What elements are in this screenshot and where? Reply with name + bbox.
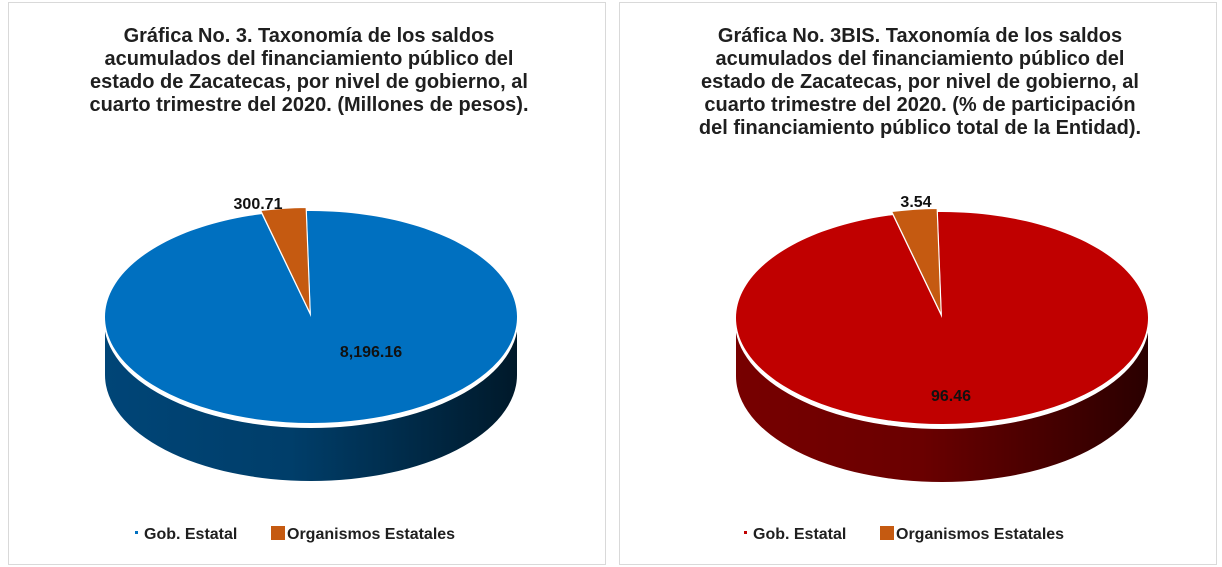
data-label-organismos-estatales: 3.54 (900, 194, 931, 211)
chart-title: Gráfica No. 3BIS. Taxonomía de los saldo… (698, 25, 1142, 139)
legend-item-organismos-estatales: Organismos Estatales (880, 525, 1064, 545)
pie-slice-organismos-estatales (891, 207, 942, 315)
legend-swatch-gob-estatal (744, 531, 747, 535)
chart-panel-1: Gráfica No. 3. Taxonomía de los saldos a… (8, 2, 606, 565)
legend-label: Gob. Estatal (144, 526, 238, 543)
pie-chart: 8,196.16 300.71 (104, 196, 518, 481)
legend-item-gob-estatal: Gob. Estatal (744, 525, 846, 545)
chart-title: Gráfica No. 3. Taxonomía de los saldos a… (89, 25, 529, 116)
legend-label: Organismos Estatales (287, 526, 456, 543)
pie-side (736, 318, 1148, 482)
legend: Gob. Estatal Organismos Estatales (620, 525, 1216, 549)
legend-item-gob-estatal: Gob. Estatal (135, 525, 237, 545)
pie-side (105, 317, 517, 481)
data-label-gob-estatal: 8,196.16 (340, 344, 402, 361)
pie-slice-gob-estatal (736, 211, 1148, 424)
pie-slice-organismos-estatales (260, 206, 311, 314)
data-label-gob-estatal: 96.46 (931, 388, 971, 405)
pie-chart: 96.46 3.54 (735, 194, 1149, 482)
pie-side-wall (736, 318, 1148, 482)
chart-panel-2: Gráfica No. 3BIS. Taxonomía de los saldo… (619, 2, 1217, 565)
pie-side-wall (105, 317, 517, 481)
legend-swatch-organismos-estatales (271, 525, 285, 540)
legend-swatch-gob-estatal (135, 531, 138, 535)
pie-slice-gob-estatal (105, 211, 518, 423)
data-label-organismos-estatales: 300.71 (234, 196, 283, 213)
legend-item-organismos-estatales: Organismos Estatales (271, 525, 455, 545)
legend-label: Gob. Estatal (753, 526, 847, 543)
legend-swatch-organismos-estatales (880, 525, 894, 540)
legend: Gob. Estatal Organismos Estatales (9, 525, 605, 549)
legend-label: Organismos Estatales (896, 526, 1065, 543)
